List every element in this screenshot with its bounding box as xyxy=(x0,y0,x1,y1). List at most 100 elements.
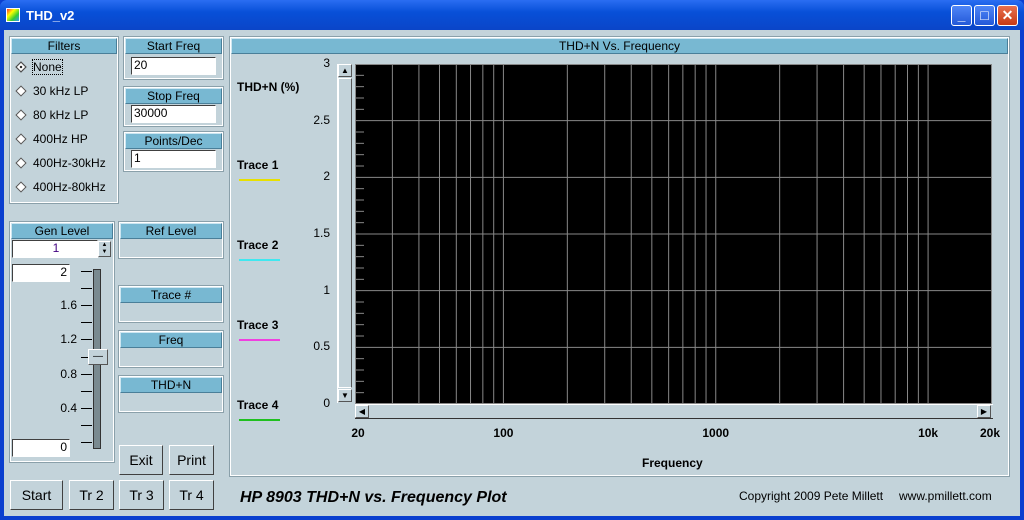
slider-max-input[interactable]: 2 xyxy=(12,264,70,282)
thdn-label: THD+N xyxy=(120,377,222,393)
x-tick-label: 20 xyxy=(351,426,365,440)
window-title: THD_v2 xyxy=(26,8,75,23)
radio-icon xyxy=(15,133,27,145)
radio-icon xyxy=(15,109,27,121)
stop-freq-input[interactable]: 30000 xyxy=(131,105,216,123)
stop-freq-label: Stop Freq xyxy=(125,88,222,104)
start-freq-input[interactable]: 20 xyxy=(131,57,216,75)
slider-tick xyxy=(81,339,92,341)
x-tick-label: 1000 xyxy=(702,426,730,440)
gen-level-spinner[interactable]: ▲ ▼ xyxy=(98,241,111,257)
slider-tick-label: 1.2 xyxy=(60,332,77,347)
filter-radio-1[interactable]: 30 kHz LP xyxy=(11,83,117,99)
trace-num-label: Trace # xyxy=(120,287,222,303)
app-icon xyxy=(6,8,20,22)
slider-tick xyxy=(81,407,92,409)
title-bar: THD_v2 _ □ ✕ xyxy=(0,0,1024,30)
legend-swatch xyxy=(239,179,280,181)
filter-radio-label: 30 kHz LP xyxy=(33,84,89,98)
freq-group: Freq xyxy=(118,330,224,368)
filters-group: Filters None 30 kHz LP 80 kHz LP 400Hz HP 40… xyxy=(9,36,119,204)
freq-label: Freq xyxy=(120,332,222,348)
legend-label: Trace 4 xyxy=(237,398,279,412)
close-button[interactable]: ✕ xyxy=(997,5,1018,26)
legend-swatch xyxy=(239,339,280,341)
scroll-thumb[interactable] xyxy=(338,78,352,388)
filter-radio-5[interactable]: 400Hz-80kHz xyxy=(11,179,117,195)
slider-tick xyxy=(81,322,92,324)
legend-label: Trace 2 xyxy=(237,238,279,252)
plot-area xyxy=(355,64,992,404)
slider-tick xyxy=(81,390,92,392)
tr3-button[interactable]: Tr 3 xyxy=(119,480,164,510)
radio-icon xyxy=(15,85,27,97)
x-tick-label: 10k xyxy=(918,426,939,440)
filter-radio-label: None xyxy=(32,59,63,75)
filters-header: Filters xyxy=(11,38,117,54)
scroll-right-button[interactable]: ▶ xyxy=(977,405,991,418)
horizontal-scrollbar[interactable]: ◀ ▶ xyxy=(355,404,993,419)
tr4-button[interactable]: Tr 4 xyxy=(169,480,214,510)
website-text: www.pmillett.com xyxy=(899,489,992,503)
legend-label: Trace 3 xyxy=(237,318,279,332)
print-button[interactable]: Print xyxy=(169,445,214,475)
x-tick-label: 20k xyxy=(979,426,1001,440)
slider-min-input[interactable]: 0 xyxy=(12,439,70,457)
plot-border xyxy=(355,64,992,404)
legend-label: Trace 1 xyxy=(237,158,279,172)
scroll-down-button[interactable]: ▼ xyxy=(338,389,352,402)
thdn-group: THD+N xyxy=(118,375,224,413)
exit-button[interactable]: Exit xyxy=(119,445,163,475)
slider-tick-label: 0.8 xyxy=(60,366,77,381)
chart-title: THD+N Vs. Frequency xyxy=(231,38,1008,54)
slider-tick xyxy=(81,271,92,272)
gen-level-label: Gen Level xyxy=(11,223,113,239)
slider-tick xyxy=(81,442,92,443)
minimize-button[interactable]: _ xyxy=(951,5,972,26)
filter-radio-0[interactable]: None xyxy=(11,59,117,75)
slider-thumb[interactable]: — xyxy=(88,348,108,365)
gen-level-group: Gen Level 1 ▲ ▼ 2 0 1.6 1.2 0.8 0.4 — xyxy=(9,221,115,463)
filter-radio-4[interactable]: 400Hz-30kHz xyxy=(11,155,117,171)
filter-radio-label: 400Hz-80kHz xyxy=(33,180,106,194)
ref-level-label: Ref Level xyxy=(120,223,222,239)
radio-icon xyxy=(15,61,27,73)
filter-radio-label: 80 kHz LP xyxy=(33,108,89,122)
vertical-scrollbar[interactable]: ▲ ▼ xyxy=(337,64,352,403)
slider-tick xyxy=(81,356,92,358)
y-tick-label: 3 xyxy=(323,56,330,70)
y-tick-label: 2.5 xyxy=(313,112,330,127)
slider-tick-label: 1.6 xyxy=(60,298,77,313)
maximize-button[interactable]: □ xyxy=(974,5,995,26)
y-tick-label: 0.5 xyxy=(313,339,330,354)
y-tick-label: 0 xyxy=(323,396,330,410)
points-dec-input[interactable]: 1 xyxy=(131,150,216,168)
y-tick-label: 1 xyxy=(323,282,330,297)
stop-freq-group: Stop Freq 30000 xyxy=(123,86,224,127)
ref-level-group: Ref Level xyxy=(118,221,224,259)
x-axis-label: Frequency xyxy=(642,456,703,470)
start-freq-label: Start Freq xyxy=(125,38,222,54)
trace-num-group: Trace # xyxy=(118,285,224,323)
radio-icon xyxy=(15,181,27,193)
filter-radio-3[interactable]: 400Hz HP xyxy=(11,131,117,147)
start-button[interactable]: Start xyxy=(10,480,63,510)
start-freq-group: Start Freq 20 xyxy=(123,36,224,80)
scroll-left-button[interactable]: ◀ xyxy=(355,405,369,418)
x-tick-label: 100 xyxy=(493,426,514,440)
slider-tick xyxy=(81,373,92,375)
scroll-up-button[interactable]: ▲ xyxy=(338,64,352,77)
filter-radio-label: 400Hz HP xyxy=(33,132,88,146)
gen-level-input[interactable]: 1 xyxy=(12,240,98,258)
y-axis-label: THD+N (%) xyxy=(237,80,300,94)
filter-radio-2[interactable]: 80 kHz LP xyxy=(11,107,117,123)
slider-tick xyxy=(81,424,92,426)
slider-tick xyxy=(81,288,92,290)
slider-tick xyxy=(81,305,92,307)
y-tick-label: 1.5 xyxy=(313,226,330,240)
points-dec-group: Points/Dec 1 xyxy=(123,131,224,172)
slider-tick-label: 0.4 xyxy=(60,400,77,415)
y-tick-label: 2 xyxy=(323,169,330,184)
tr2-button[interactable]: Tr 2 xyxy=(69,480,114,510)
footer-title: HP 8903 THD+N vs. Frequency Plot xyxy=(240,489,507,506)
